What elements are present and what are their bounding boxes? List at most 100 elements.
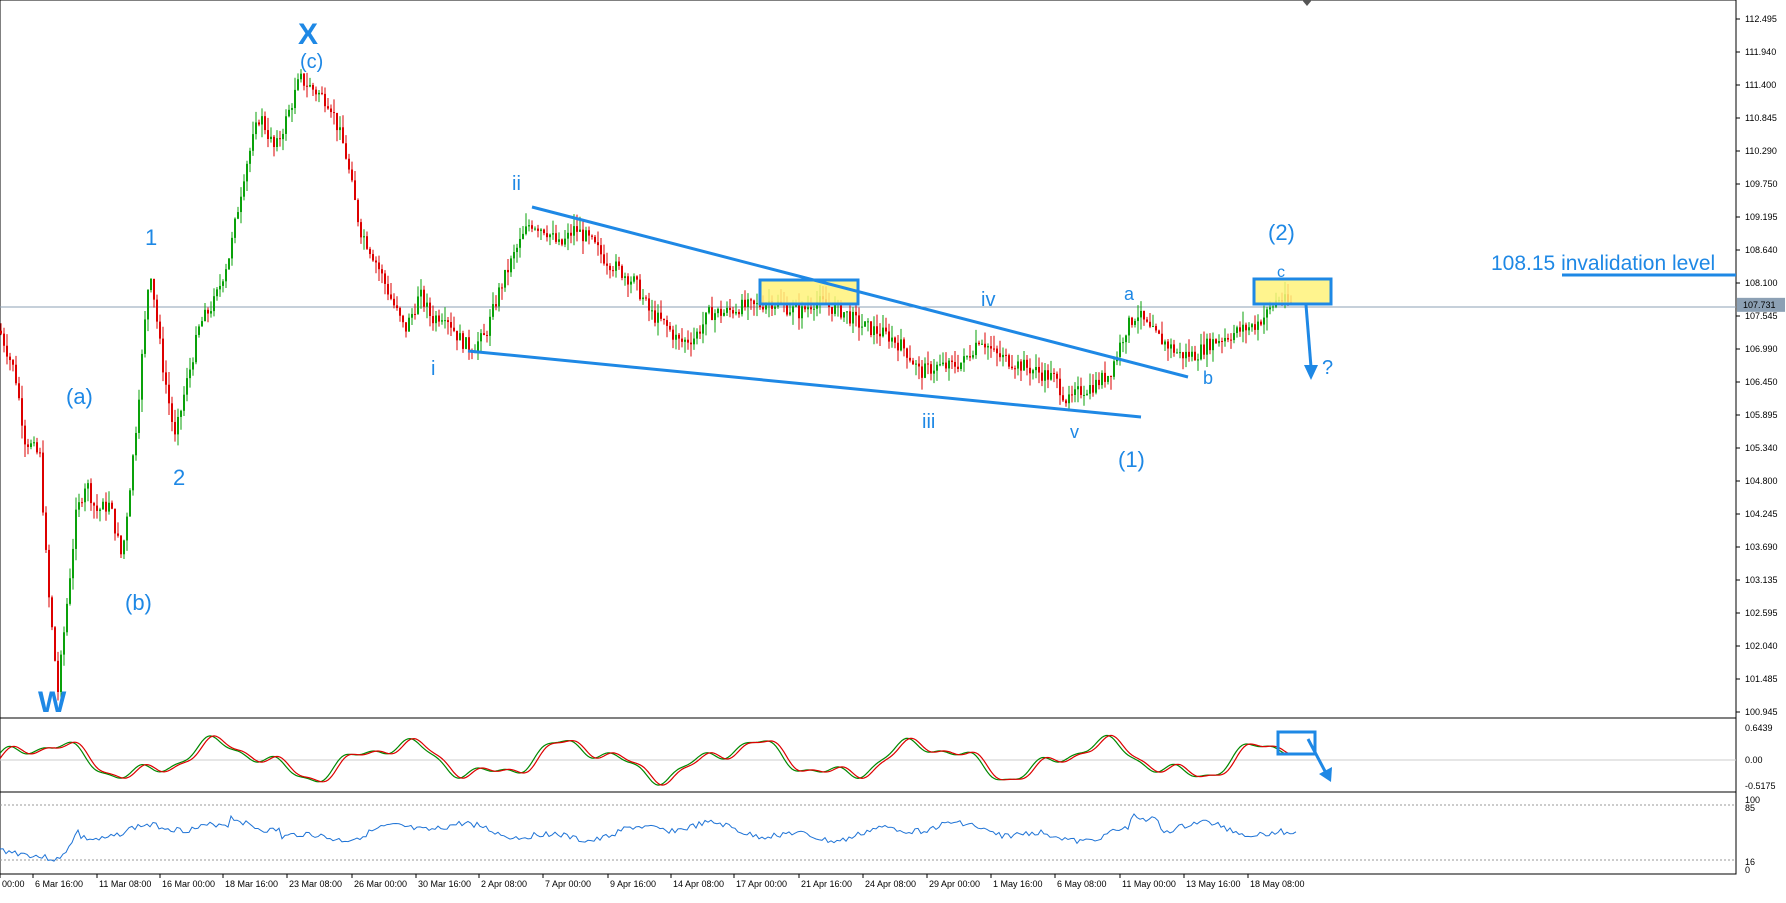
candle-body (1143, 310, 1145, 320)
candle-body (459, 333, 461, 341)
time-tick-label: 21 Apr 16:00 (801, 879, 852, 889)
candle-body (39, 452, 41, 454)
candle-body (1218, 340, 1220, 344)
candle-body (615, 261, 617, 271)
candle-body (132, 455, 134, 491)
candle-body (588, 230, 590, 236)
wave-label-1: 1 (145, 225, 157, 250)
candle-body (1020, 361, 1022, 371)
candle-body (855, 311, 857, 316)
wave-label-1-paren: (1) (1118, 447, 1145, 472)
oscillator-highlight-box (1276, 730, 1317, 756)
candle-body (372, 254, 374, 261)
oscillator-main-line (0, 734, 1293, 786)
candle-body (693, 338, 695, 345)
candle-body (1236, 327, 1238, 334)
candle-body (102, 501, 104, 510)
price-tick-label: 108.640 (1745, 245, 1778, 255)
candle-body (1035, 366, 1037, 371)
candle-body (969, 356, 971, 358)
candle-body (318, 92, 320, 95)
scroll-marker-icon (1302, 0, 1312, 6)
candle-body (732, 310, 734, 314)
candle-body (447, 320, 449, 323)
candle-body (927, 363, 929, 365)
candle-body (48, 549, 50, 598)
wave-label-b: b (1203, 368, 1213, 388)
candle-body (834, 304, 836, 314)
wave-label-b-paren: (b) (125, 590, 152, 615)
candle-body (420, 289, 422, 297)
candle-body (1185, 351, 1187, 359)
candle-body (696, 331, 698, 339)
candle-body (699, 331, 701, 334)
main-panel-frame (0, 0, 1737, 719)
candle-body (906, 348, 908, 358)
candle-body (1206, 338, 1208, 355)
candle-body (36, 442, 38, 453)
candle-body (678, 334, 680, 339)
candle-body (660, 312, 662, 319)
candle-body (852, 311, 854, 324)
time-tick-label: 18 May 08:00 (1250, 879, 1305, 889)
candle-body (1083, 394, 1085, 396)
time-axis: 00:00 6 Mar 16:00 11 Mar 08:00 16 Mar 00:00… (0, 874, 1305, 889)
candle-body (702, 324, 704, 334)
candle-body (453, 327, 455, 331)
candle-body (396, 305, 398, 309)
candle-body (171, 403, 173, 422)
wave-label-ii: ii (512, 173, 521, 195)
candle-body (129, 490, 131, 517)
candle-body (57, 660, 59, 693)
candle-body (1134, 320, 1136, 325)
candle-body (1056, 373, 1058, 379)
time-tick-label: 17 Apr 00:00 (736, 879, 787, 889)
candle-body (309, 84, 311, 87)
candle-body (525, 226, 527, 234)
candle-body (219, 285, 221, 290)
candle-body (1053, 372, 1055, 374)
candle-body (672, 329, 674, 340)
oscillator-tick-label: 0.00 (1745, 755, 1763, 765)
current-price-label: 107.731 (1743, 300, 1776, 310)
candle-body (156, 299, 158, 322)
time-tick-label: 11 Mar 08:00 (99, 879, 151, 889)
candle-body (483, 333, 485, 336)
candle-body (1026, 359, 1028, 368)
candle-body (291, 108, 293, 110)
candle-body (558, 239, 560, 242)
candle-body (513, 252, 515, 259)
candle-body (939, 364, 941, 366)
projection-question-mark: ? (1322, 357, 1333, 379)
candle-body (546, 233, 548, 238)
candle-body (669, 325, 671, 330)
candle-body (570, 232, 572, 236)
candle-body (330, 108, 332, 113)
candle-body (1170, 344, 1172, 349)
candle-body (1050, 372, 1052, 380)
candle-body (168, 384, 170, 404)
candle-body (1251, 324, 1253, 328)
candle-body (378, 262, 380, 270)
candle-body (1008, 355, 1010, 367)
candle-body (1107, 375, 1109, 382)
candle-body (456, 330, 458, 341)
candle-body (183, 394, 185, 411)
price-tick-label: 110.290 (1745, 146, 1777, 156)
candle-body (408, 317, 410, 332)
candle-body (486, 335, 488, 337)
candle-body (267, 130, 269, 140)
candle-body (684, 339, 686, 342)
candle-body (591, 235, 593, 237)
candle-body (762, 306, 764, 310)
candle-body (1095, 379, 1097, 393)
price-tick-label: 104.800 (1745, 476, 1778, 486)
candle-body (621, 265, 623, 278)
candle-body (390, 294, 392, 299)
candle-body (381, 269, 383, 274)
candle-body (510, 258, 512, 273)
wave-label-c-paren: (c) (300, 51, 323, 73)
candle-body (327, 106, 329, 109)
candle-body (1086, 393, 1088, 395)
